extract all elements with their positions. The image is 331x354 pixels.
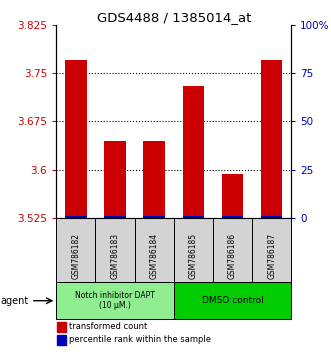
Text: GSM786182: GSM786182 [71,233,80,279]
Bar [183,216,204,218]
Bar [261,216,282,218]
Text: transformed count: transformed count [69,322,147,331]
Bar [252,218,291,282]
Text: percentile rank within the sample: percentile rank within the sample [69,336,211,344]
Bar [222,174,243,218]
Bar [174,218,213,282]
Text: GSM786184: GSM786184 [150,233,159,279]
Bar [104,216,126,218]
Text: agent: agent [1,296,29,306]
Bar [174,282,291,319]
Bar [56,218,95,282]
Bar [143,141,165,218]
Bar [58,335,66,345]
Bar [261,60,282,218]
Text: Notch inhibitor DAPT
(10 μM.): Notch inhibitor DAPT (10 μM.) [75,291,155,310]
Bar [135,218,174,282]
Bar [65,60,87,218]
Bar [222,216,243,218]
Bar [213,218,252,282]
Text: GSM786183: GSM786183 [111,233,119,279]
Bar [183,86,204,218]
Title: GDS4488 / 1385014_at: GDS4488 / 1385014_at [97,11,251,24]
Bar [58,322,66,332]
Bar [95,218,135,282]
Bar [65,216,87,218]
Text: GSM786186: GSM786186 [228,233,237,279]
Text: GSM786185: GSM786185 [189,233,198,279]
Text: DMSO control: DMSO control [202,296,263,305]
Bar [104,141,126,218]
Text: GSM786187: GSM786187 [267,233,276,279]
Bar [56,282,174,319]
Bar [143,216,165,218]
